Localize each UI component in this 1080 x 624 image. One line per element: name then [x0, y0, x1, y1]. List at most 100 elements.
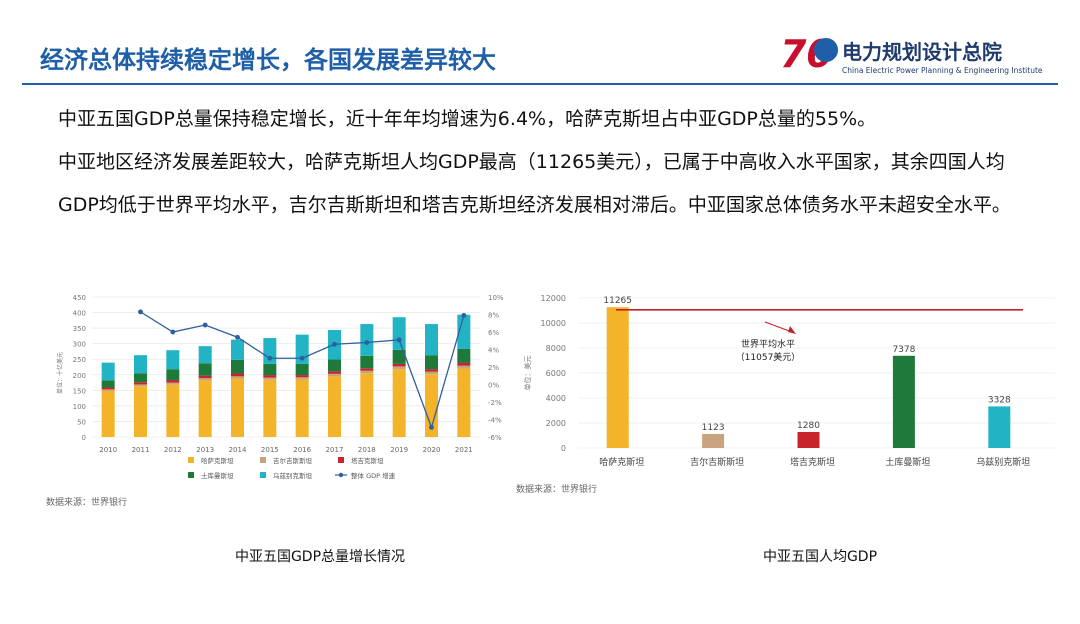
y-tick-label: 0: [561, 444, 566, 453]
chart1-caption: 中亚五国GDP总量增长情况: [234, 549, 406, 565]
bar-segment: [392, 369, 406, 437]
bar-segment: [295, 375, 309, 378]
y2-tick-label: 10%: [488, 294, 504, 302]
world-average-label: 世界平均水平: [741, 338, 795, 350]
y-tick-label: 350: [73, 325, 86, 333]
bar-segment: [134, 382, 147, 385]
bar-segment: [263, 363, 277, 376]
logo-emblem-icon: [814, 38, 838, 62]
growth-point: [138, 309, 143, 315]
y-tick-label: 6000: [546, 369, 566, 378]
y-tick-label: 50: [77, 418, 86, 426]
y-tick-label: 8000: [546, 344, 566, 353]
bar-segment: [166, 384, 180, 437]
bar-segment: [295, 379, 309, 437]
bar-segment: [392, 317, 406, 350]
bar-segment: [231, 359, 244, 374]
bar-segment: [392, 363, 406, 367]
bar-segment: [198, 363, 212, 376]
x-tick-label: 2012: [164, 446, 182, 454]
bar-segment: [392, 366, 406, 370]
x-tick-label: 土库曼斯坦: [885, 456, 930, 468]
x-tick-label: 2014: [229, 446, 247, 454]
bar-segment: [425, 355, 438, 370]
bar-segment: [328, 371, 341, 374]
data-label: 11265: [603, 296, 632, 306]
legend-label: 哈萨克斯坦: [201, 456, 234, 465]
growth-point: [202, 322, 208, 328]
bar-segment: [134, 386, 147, 437]
bar-segment: [457, 348, 471, 363]
bar-segment: [134, 355, 147, 374]
growth-point: [299, 355, 305, 361]
bar-segment: [231, 378, 244, 437]
bar-segment: [457, 362, 471, 366]
chart1-source: 数据来源：世界银行: [46, 498, 128, 508]
logo-english-name: China Electric Power Planning & Engineer…: [842, 66, 1043, 75]
bar-segment: [457, 368, 471, 437]
bar-segment: [457, 365, 471, 369]
bar-segment: [231, 376, 244, 379]
x-tick-label: 2021: [455, 446, 473, 454]
annotation-arrowhead: [788, 326, 796, 334]
logo-name: 电力规划设计总院: [842, 40, 1002, 64]
title-divider: [22, 83, 1058, 85]
paragraph-2: 中亚地区经济发展差距较大，哈萨克斯坦人均GDP最高（11265美元），已属于中高…: [58, 151, 1011, 216]
bar-segment: [360, 370, 374, 374]
bar-segment: [166, 380, 180, 383]
growth-point: [267, 355, 273, 361]
bar-segment: [360, 373, 374, 437]
y-tick-label: 250: [73, 356, 86, 364]
bar-segment: [198, 378, 212, 381]
growth-point: [429, 424, 434, 430]
gdp-per-capita-chart: 0 2000 4000 6000 8000 10000 12000 单位：美元 11265 哈萨克…: [523, 294, 1055, 468]
bar-segment: [360, 324, 374, 356]
y-axis-label: 单位：十亿美元: [56, 352, 64, 394]
y-tick-label: 12000: [541, 294, 566, 303]
x-tick-label: 2019: [390, 446, 408, 454]
x-tick-label: 2018: [358, 446, 376, 454]
legend-label: 乌兹别克斯坦: [273, 471, 313, 480]
y-tick-label: 150: [73, 387, 86, 395]
y-tick-label: 0: [82, 434, 86, 442]
bar-segment: [360, 368, 374, 371]
x-tick-label: 2013: [196, 446, 214, 454]
legend-swatch: [188, 457, 194, 463]
bar: [988, 406, 1011, 448]
bar-segment: [360, 355, 374, 369]
x-tick-label: 乌兹别克斯坦: [976, 456, 1030, 468]
growth-point: [396, 337, 402, 343]
bar-segment: [263, 375, 277, 378]
bar-segment: [263, 338, 277, 364]
bar-segment: [166, 369, 180, 381]
bar-segment: [457, 314, 471, 349]
chart2-source: 数据来源：世界银行: [516, 485, 598, 495]
growth-point: [170, 329, 176, 335]
paragraph-1: 中亚五国GDP总量保持稳定增长，近十年年均增速为6.4%，哈萨克斯坦占中亚GDP…: [58, 108, 877, 130]
bar-segment: [425, 369, 438, 372]
y-tick-label: 10000: [541, 319, 566, 328]
bar-segment: [231, 339, 244, 360]
y-tick-label: 100: [73, 403, 86, 411]
y-tick-label: 450: [73, 294, 86, 302]
chart2-caption: 中亚五国人均GDP: [762, 549, 878, 565]
data-label: 7378: [892, 345, 915, 355]
world-average-value: （11057美元）: [736, 351, 801, 363]
bar-segment: [101, 389, 115, 391]
y2-tick-label: 2%: [488, 364, 499, 372]
bar-segment: [425, 374, 438, 437]
y-tick-label: 200: [73, 372, 86, 380]
bar-segment: [295, 363, 309, 376]
data-label: 3328: [988, 395, 1011, 405]
growth-point: [332, 341, 337, 347]
x-tick-label: 塔吉克斯坦: [790, 456, 835, 468]
legend-label: 塔吉克斯坦: [351, 456, 384, 465]
legend-swatch: [338, 457, 344, 463]
legend-label: 土库曼斯坦: [201, 471, 234, 480]
bar-segment: [101, 362, 115, 381]
bar-segment: [328, 359, 341, 372]
data-label: 1280: [797, 421, 820, 431]
y-tick-label: 4000: [546, 394, 566, 403]
legend-swatch: [260, 457, 266, 463]
bar-segment: [101, 380, 115, 388]
